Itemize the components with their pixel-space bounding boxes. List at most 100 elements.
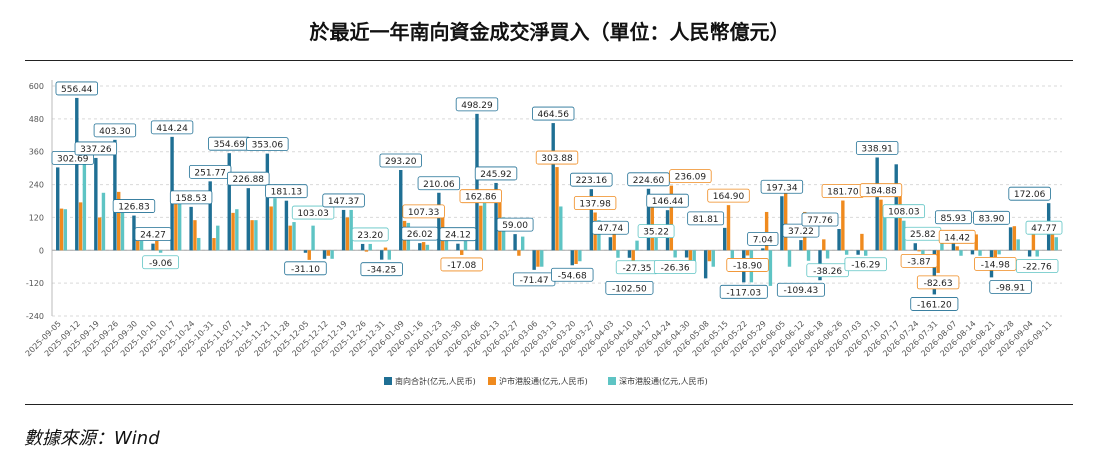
data-label-box (227, 171, 270, 186)
data-label: 25.82 (910, 230, 936, 240)
data-label-box (112, 199, 156, 213)
data-label: 35.22 (643, 228, 669, 238)
data-label-box (322, 193, 365, 208)
bar-s2 (711, 250, 715, 267)
data-label: 137.98 (579, 200, 611, 210)
bar-s2 (197, 237, 201, 251)
data-label: 83.90 (979, 214, 1005, 224)
y-tick-label: -240 (26, 312, 44, 321)
data-label-box (760, 179, 804, 194)
bar-s2 (330, 250, 334, 259)
bar-s0 (532, 250, 536, 270)
legend-swatch (384, 377, 392, 385)
bar-s1 (421, 242, 426, 251)
bar-s1 (1031, 225, 1036, 251)
bar-s1 (669, 185, 674, 251)
data-label-box (646, 193, 689, 208)
bar-s0 (418, 243, 422, 251)
bar-s2 (254, 220, 258, 251)
data-label: 303.88 (541, 154, 573, 164)
data-label: 126.83 (118, 203, 150, 213)
data-label: 37.22 (788, 227, 814, 237)
bar-s2 (1035, 250, 1039, 257)
bar-s2 (997, 250, 1001, 255)
legend-swatch (608, 377, 616, 385)
data-label: -117.03 (726, 288, 761, 298)
bar-s0 (151, 243, 155, 251)
data-label-box (637, 224, 675, 239)
data-label: -18.90 (733, 261, 762, 271)
bar-s2 (425, 244, 430, 251)
bar-s1 (364, 250, 369, 252)
data-label-box (93, 123, 137, 138)
bar-s1 (326, 250, 331, 256)
data-label: 556.44 (61, 85, 93, 95)
bar-s0 (56, 167, 60, 251)
data-label: -17.08 (447, 261, 476, 271)
bar-s0 (932, 250, 937, 295)
data-label-box (859, 183, 903, 198)
bar-s2 (349, 209, 353, 251)
bar-s0 (494, 182, 498, 251)
data-label-box (989, 279, 1032, 294)
data-label-box (605, 280, 654, 295)
data-label-box (782, 223, 820, 238)
data-label-box (440, 257, 483, 272)
data-label-box (653, 260, 697, 274)
bar-s1 (631, 250, 635, 262)
bar-s0 (799, 240, 803, 251)
bar-s1 (1050, 233, 1055, 251)
data-label: 108.03 (888, 208, 920, 218)
bar-s1 (917, 250, 921, 252)
bar-s1 (879, 199, 883, 251)
y-tick-label: 0 (39, 246, 44, 255)
bar-s1 (1012, 226, 1017, 251)
data-label: 210.06 (423, 180, 455, 190)
data-label-box (535, 150, 579, 165)
bar-s1 (936, 250, 940, 273)
bar-s0 (475, 113, 479, 251)
bar-s1 (479, 205, 483, 251)
data-label: -9.06 (149, 259, 173, 269)
bar-s0 (780, 196, 784, 251)
bar-s1 (78, 202, 83, 251)
bar-s2 (139, 239, 144, 251)
bar-s1 (555, 167, 559, 251)
bar-s1 (707, 250, 712, 262)
bar-s2 (292, 222, 296, 251)
data-label-box (855, 141, 899, 155)
data-label: 24.12 (445, 231, 471, 241)
data-label-box (284, 261, 327, 276)
y-tick-label: 240 (29, 181, 44, 190)
bar-s1 (860, 233, 864, 251)
bar-s0 (837, 228, 841, 251)
data-label-box (417, 176, 461, 191)
data-label: 85.93 (941, 214, 967, 224)
data-label: 464.56 (537, 110, 569, 120)
data-label-box (532, 106, 575, 121)
data-label: 47.74 (597, 224, 623, 234)
data-label: -31.10 (291, 265, 320, 275)
bar-s2 (635, 240, 639, 251)
data-label: 147.37 (328, 197, 360, 207)
bar-s0 (322, 250, 327, 259)
data-label: 337.26 (80, 145, 112, 155)
data-label-box (439, 227, 477, 242)
data-label: 77.76 (807, 216, 833, 226)
bar-s2 (883, 214, 887, 251)
data-label: 23.20 (357, 231, 383, 241)
data-label-box (379, 153, 422, 168)
bar-s1 (193, 220, 197, 251)
data-label: 226.88 (233, 175, 265, 185)
bar-s1 (517, 250, 521, 256)
data-label-box (291, 205, 335, 220)
data-label-box (726, 258, 769, 272)
data-label: -102.50 (612, 284, 647, 294)
bar-s2 (158, 250, 163, 253)
bar-s1 (726, 205, 731, 251)
data-label-box (459, 189, 502, 204)
bar-s1 (974, 234, 978, 251)
data-label-box (265, 184, 308, 199)
bar-s0 (379, 250, 384, 260)
bar-s1 (536, 250, 540, 267)
